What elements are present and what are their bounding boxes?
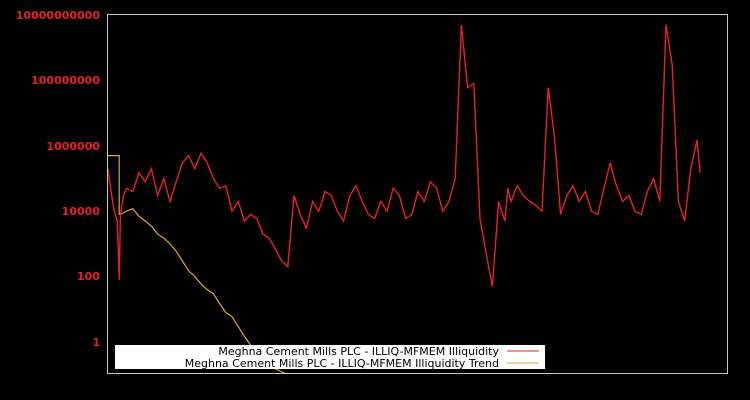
legend-box	[115, 345, 545, 369]
y-tick-label: 1	[92, 336, 100, 349]
series-line-illiquidity	[108, 24, 701, 287]
y-tick-label: 1000000	[46, 140, 100, 153]
legend-label-trend: Meghna Cement Mills PLC - ILLIQ-MFMEM Il…	[185, 357, 499, 370]
y-tick-label: 100000000	[31, 74, 100, 87]
legend-label-illiquidity: Meghna Cement Mills PLC - ILLIQ-MFMEM Il…	[218, 345, 499, 358]
y-axis: 10000000000 100000000 1000000 10000 100 …	[16, 9, 101, 349]
y-tick-label: 10000000000	[16, 9, 101, 22]
plot-border	[107, 14, 728, 374]
y-tick-label: 100	[77, 270, 100, 283]
legend: Meghna Cement Mills PLC - ILLIQ-MFMEM Il…	[115, 345, 545, 370]
y-tick-label: 10000	[62, 205, 101, 218]
